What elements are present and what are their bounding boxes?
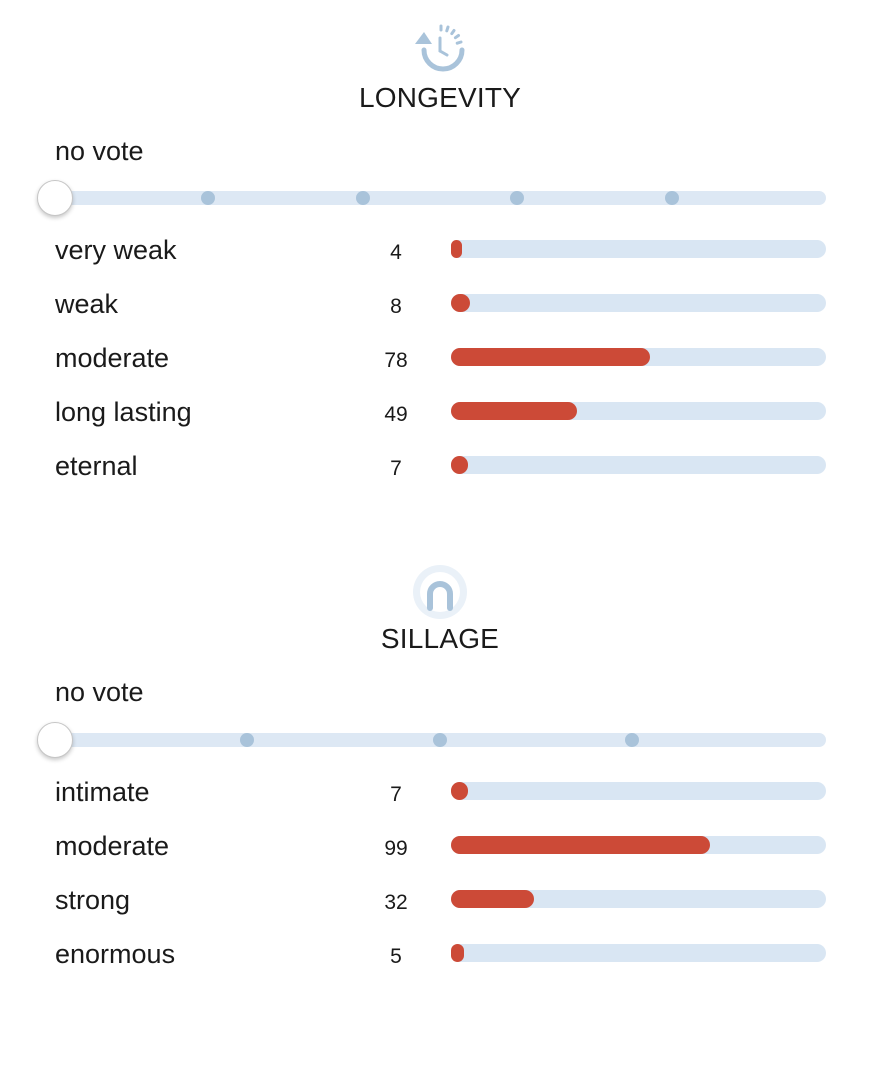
result-label: strong: [55, 885, 131, 915]
result-count: 4: [390, 241, 402, 264]
longevity-results-list: very weak 4 weak 8 moderate 78 long last…: [0, 225, 880, 495]
result-bar-track: [451, 402, 826, 420]
result-bar-fill: [451, 294, 470, 312]
result-label: very weak: [55, 235, 177, 265]
result-row-intimate: intimate 7: [0, 767, 880, 821]
result-bar-track: [451, 782, 826, 800]
result-label: moderate: [55, 343, 170, 373]
result-bar-fill: [451, 456, 468, 474]
result-count: 32: [384, 891, 408, 914]
result-row-eternal: eternal 7: [0, 441, 880, 495]
result-bar-track: [451, 348, 826, 366]
result-bar-fill: [451, 782, 468, 800]
result-label: eternal: [55, 451, 138, 481]
result-label: intimate: [55, 777, 150, 807]
slider-thumb[interactable]: [37, 180, 73, 216]
slider-thumb[interactable]: [37, 722, 73, 758]
section-title: LONGEVITY: [358, 82, 522, 113]
result-count: 49: [384, 403, 408, 426]
result-bar-track: [451, 294, 826, 312]
slider-step-dot[interactable]: [240, 733, 254, 747]
result-count: 7: [390, 783, 402, 806]
result-count: 7: [390, 457, 402, 480]
result-bar-fill: [451, 944, 465, 962]
result-count: 78: [384, 349, 408, 372]
result-bar-track: [451, 240, 826, 258]
section-title: SILLAGE: [380, 623, 500, 654]
result-bar-track: [451, 456, 826, 474]
slider-track[interactable]: [55, 191, 826, 205]
slider-step-dot[interactable]: [433, 733, 447, 747]
result-row-moderate: moderate 78: [0, 333, 880, 387]
result-bar-fill: [451, 836, 710, 854]
slider-step-dot[interactable]: [665, 191, 679, 205]
result-label: enormous: [55, 939, 176, 969]
result-count: 99: [384, 837, 408, 860]
result-label: weak: [55, 289, 119, 319]
result-row-moderate: moderate 99: [0, 821, 880, 875]
sillage-vote-slider[interactable]: [37, 722, 826, 758]
result-bar-fill: [451, 348, 650, 366]
slider-step-dot[interactable]: [356, 191, 370, 205]
result-bar-track: [451, 890, 826, 908]
result-row-very-weak: very weak 4: [0, 225, 880, 279]
result-row-weak: weak 8: [0, 279, 880, 333]
slider-step-dot[interactable]: [625, 733, 639, 747]
result-bar-track: [451, 944, 826, 962]
slider-step-dot[interactable]: [201, 191, 215, 205]
result-label: moderate: [55, 831, 170, 861]
sillage-results-list: intimate 7 moderate 99 strong 32 enormou…: [0, 767, 880, 983]
slider-step-dot[interactable]: [510, 191, 524, 205]
result-label: long lasting: [55, 397, 192, 427]
result-bar-fill: [451, 240, 462, 258]
clock-arrow-icon: [410, 20, 470, 80]
result-count: 8: [390, 295, 402, 318]
result-count: 5: [390, 945, 402, 968]
result-bar-fill: [451, 402, 577, 420]
result-bar-fill: [451, 890, 534, 908]
vote-status-label: no vote: [55, 677, 144, 707]
longevity-vote-slider[interactable]: [37, 180, 826, 216]
result-row-strong: strong 32: [0, 875, 880, 929]
vote-status-label: no vote: [55, 136, 144, 166]
person-aura-icon: [410, 562, 470, 622]
result-bar-track: [451, 836, 826, 854]
result-row-long-lasting: long lasting 49: [0, 387, 880, 441]
result-row-enormous: enormous 5: [0, 929, 880, 983]
